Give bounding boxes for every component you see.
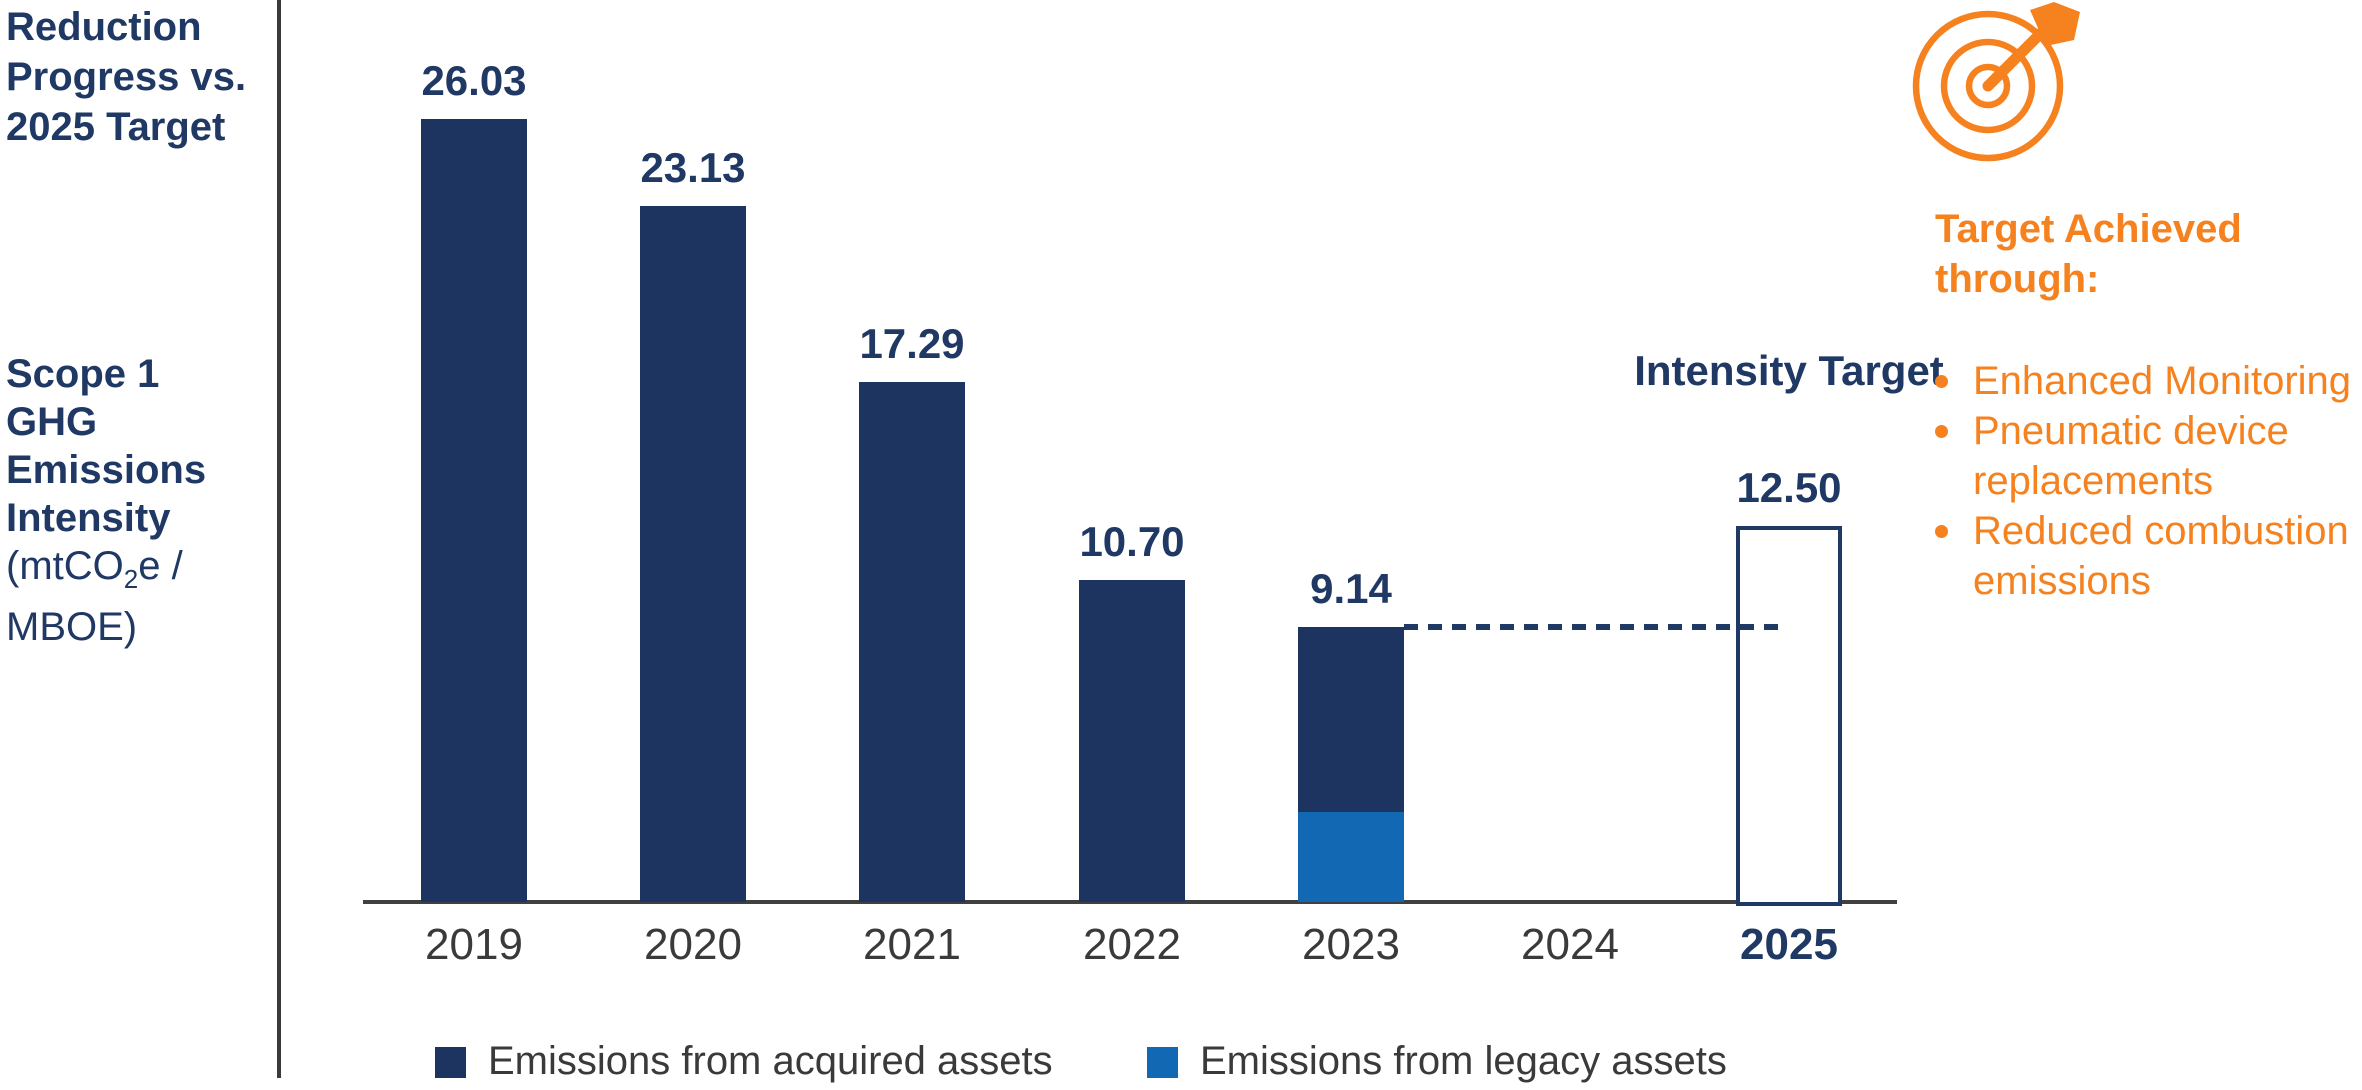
unit-suffix: e / MBOE) [6,544,183,649]
bar-2023 [1298,627,1404,902]
y-axis-label-bold: Scope 1 GHG Emissions Intensity [6,352,207,540]
legend-item-legacy: Emissions from legacy assets [1147,1038,1727,1084]
bar-segment-acquired [640,206,746,902]
intensity-target-annotation: Intensity Target [1634,347,1944,394]
x-tick-2022: 2022 [1083,920,1181,969]
legend-label-legacy: Emissions from legacy assets [1200,1039,1727,1083]
bullet-item: Enhanced Monitoring [1933,356,2357,406]
right-panel-bullet-list: Enhanced Monitoring Pneumatic device rep… [1933,356,2357,606]
x-tick-2025: 2025 [1740,920,1838,969]
y-axis-label: Scope 1 GHG Emissions Intensity (mtCO2e … [6,350,238,651]
bullet-text: Pneumatic device replacements [1973,409,2289,503]
bar-2022 [1079,580,1185,902]
bullet-dot-icon [1935,425,1948,438]
bar-2021 [859,382,965,902]
right-panel-heading: Target Achieved through: [1935,207,2242,301]
legend-swatch-legacy-icon [1147,1046,1178,1078]
legend-item-acquired: Emissions from acquired assets [435,1038,1053,1084]
bar-2019 [421,119,527,902]
bar-value-2019: 26.03 [421,57,527,104]
y-axis-unit: (mtCO2e / MBOE) [6,542,238,651]
bar-value-2021: 17.29 [859,320,965,367]
bullet-text: Reduced combustion emissions [1973,509,2349,603]
bullet-item: Reduced combustion emissions [1933,506,2357,606]
x-tick-2023: 2023 [1302,920,1400,969]
x-tick-2024: 2024 [1521,920,1619,969]
bar-value-2022: 10.70 [1079,518,1185,565]
bullet-dot-icon [1935,525,1948,538]
unit-subscript: 2 [123,564,139,594]
bar-value-2020: 23.13 [640,144,746,191]
target-bar-2025 [1736,526,1842,906]
x-axis-line [363,900,1897,904]
bullet-text: Enhanced Monitoring [1973,359,2352,403]
x-tick-2020: 2020 [644,920,742,969]
chart-title: Reduction Progress vs. 2025 Target [6,5,247,149]
target-bullseye-icon [1912,2,2080,162]
legend-swatch-acquired-icon [435,1046,466,1078]
target-value-2025: 12.50 [1736,464,1842,511]
bullet-item: Pneumatic device replacements [1933,406,2357,506]
x-tick-2021: 2021 [863,920,961,969]
x-tick-2019: 2019 [425,920,523,969]
legend-label-acquired: Emissions from acquired assets [488,1039,1053,1083]
bullet-dot-icon [1935,375,1948,388]
bar-value-2023: 9.14 [1310,565,1392,612]
bar-segment-acquired [421,119,527,902]
bar-2020 [640,206,746,902]
unit-prefix: (mtCO [6,544,124,588]
bar-segment-acquired [859,382,965,902]
bar-segment-legacy [1298,811,1404,902]
bar-segment-acquired [1298,627,1404,812]
dashed-reference-line [1404,624,1783,630]
panel-divider-line [277,0,281,1078]
bar-segment-acquired [1079,580,1185,902]
